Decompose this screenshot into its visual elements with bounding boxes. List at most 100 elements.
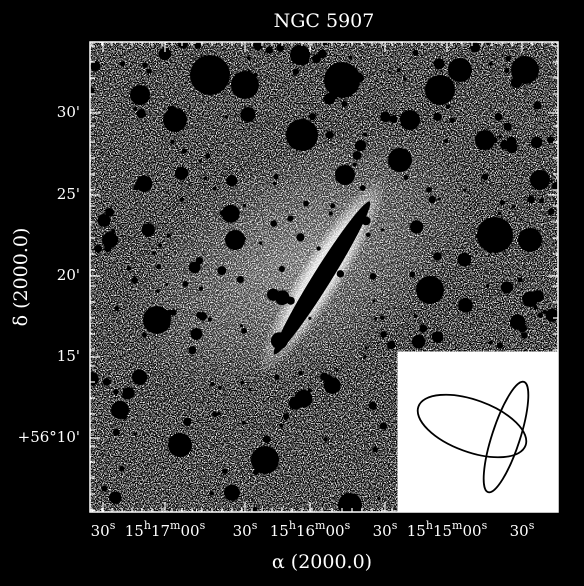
masked-source [317, 49, 327, 59]
masked-source [323, 377, 341, 394]
masked-source [428, 195, 436, 204]
y-tick-label: 15' [57, 347, 80, 365]
unit-superscript: s [529, 519, 535, 532]
masked-source [308, 316, 312, 320]
masked-source [416, 276, 444, 304]
masked-source [477, 217, 513, 253]
masked-source [253, 42, 263, 51]
masked-source [105, 207, 115, 217]
masked-source [372, 299, 376, 303]
masked-source [260, 453, 265, 459]
masked-source [539, 198, 544, 203]
masked-source [90, 60, 101, 72]
masked-source [488, 249, 493, 254]
masked-source [359, 185, 366, 191]
masked-source [521, 57, 535, 71]
unit-superscript: m [170, 519, 181, 532]
masked-source [403, 174, 409, 180]
masked-source [549, 179, 553, 183]
masked-source [190, 328, 203, 341]
masked-source [282, 413, 290, 420]
x-tick-label: 30s [510, 519, 535, 540]
masked-source [97, 213, 111, 227]
masked-source [251, 446, 279, 474]
masked-source [142, 62, 148, 69]
masked-source [102, 232, 118, 248]
masked-source [511, 205, 516, 209]
masked-source [335, 165, 355, 185]
masked-source [433, 252, 442, 261]
masked-source [374, 317, 378, 321]
masked-source [517, 277, 523, 283]
masked-source [119, 61, 126, 67]
masked-source [449, 117, 455, 124]
masked-source [198, 286, 204, 291]
masked-source [521, 332, 528, 339]
sky-image [90, 42, 558, 512]
unit-superscript: s [392, 519, 398, 532]
x-tick-label: 30s [373, 519, 398, 540]
masked-source [372, 446, 379, 453]
masked-source [212, 411, 218, 418]
masked-source [236, 275, 244, 284]
y-axis-label: δ (2000.0) [10, 228, 32, 327]
masked-source [152, 251, 156, 255]
unit-superscript: m [452, 519, 463, 532]
masked-source [504, 67, 510, 74]
masked-source [413, 314, 418, 318]
masked-source [136, 109, 146, 119]
masked-source [369, 273, 377, 280]
tick-number: 16 [296, 522, 315, 540]
masked-source [224, 115, 229, 119]
masked-source [111, 228, 116, 234]
masked-source [334, 70, 344, 80]
masked-source [448, 58, 472, 82]
masked-source [380, 111, 391, 123]
masked-source [246, 56, 251, 60]
masked-source [530, 136, 543, 149]
masked-source [296, 233, 305, 242]
masked-source [287, 215, 294, 222]
masked-source [330, 203, 336, 209]
masked-source [338, 493, 362, 512]
masked-source [101, 485, 108, 492]
masked-source [174, 166, 189, 180]
masked-source [412, 222, 417, 227]
masked-source [205, 153, 211, 159]
masked-source [248, 388, 252, 392]
masked-source [377, 496, 381, 501]
masked-source [547, 208, 555, 215]
title: NGC 5907 [274, 10, 375, 32]
unit-superscript: s [200, 519, 206, 532]
masked-source [259, 241, 263, 245]
tick-number: 30 [233, 522, 252, 540]
masked-source [270, 220, 278, 227]
masked-source [133, 432, 137, 436]
masked-source [133, 106, 138, 111]
masked-source [104, 244, 112, 253]
masked-source [141, 223, 155, 237]
x-tick-label: 30s [233, 519, 258, 540]
tick-number: 15 [433, 522, 452, 540]
masked-source [178, 440, 185, 448]
masked-source [328, 211, 333, 216]
masked-source [510, 76, 523, 89]
masked-source [396, 68, 401, 73]
masked-source [217, 412, 221, 416]
masked-source [486, 42, 490, 46]
masked-source [354, 72, 364, 83]
masked-source [380, 331, 387, 338]
masked-source [130, 85, 150, 105]
masked-source [112, 428, 120, 436]
masked-source [114, 305, 120, 311]
unit-superscript: m [315, 519, 326, 532]
x-tick-label: 15h17m00s [125, 519, 206, 540]
masked-source [240, 380, 245, 385]
masked-source [262, 435, 271, 444]
unit-superscript: h [289, 519, 296, 532]
masked-source [131, 369, 148, 385]
tick-number: 30 [510, 522, 529, 540]
masked-source [196, 311, 203, 319]
masked-source [485, 283, 490, 288]
